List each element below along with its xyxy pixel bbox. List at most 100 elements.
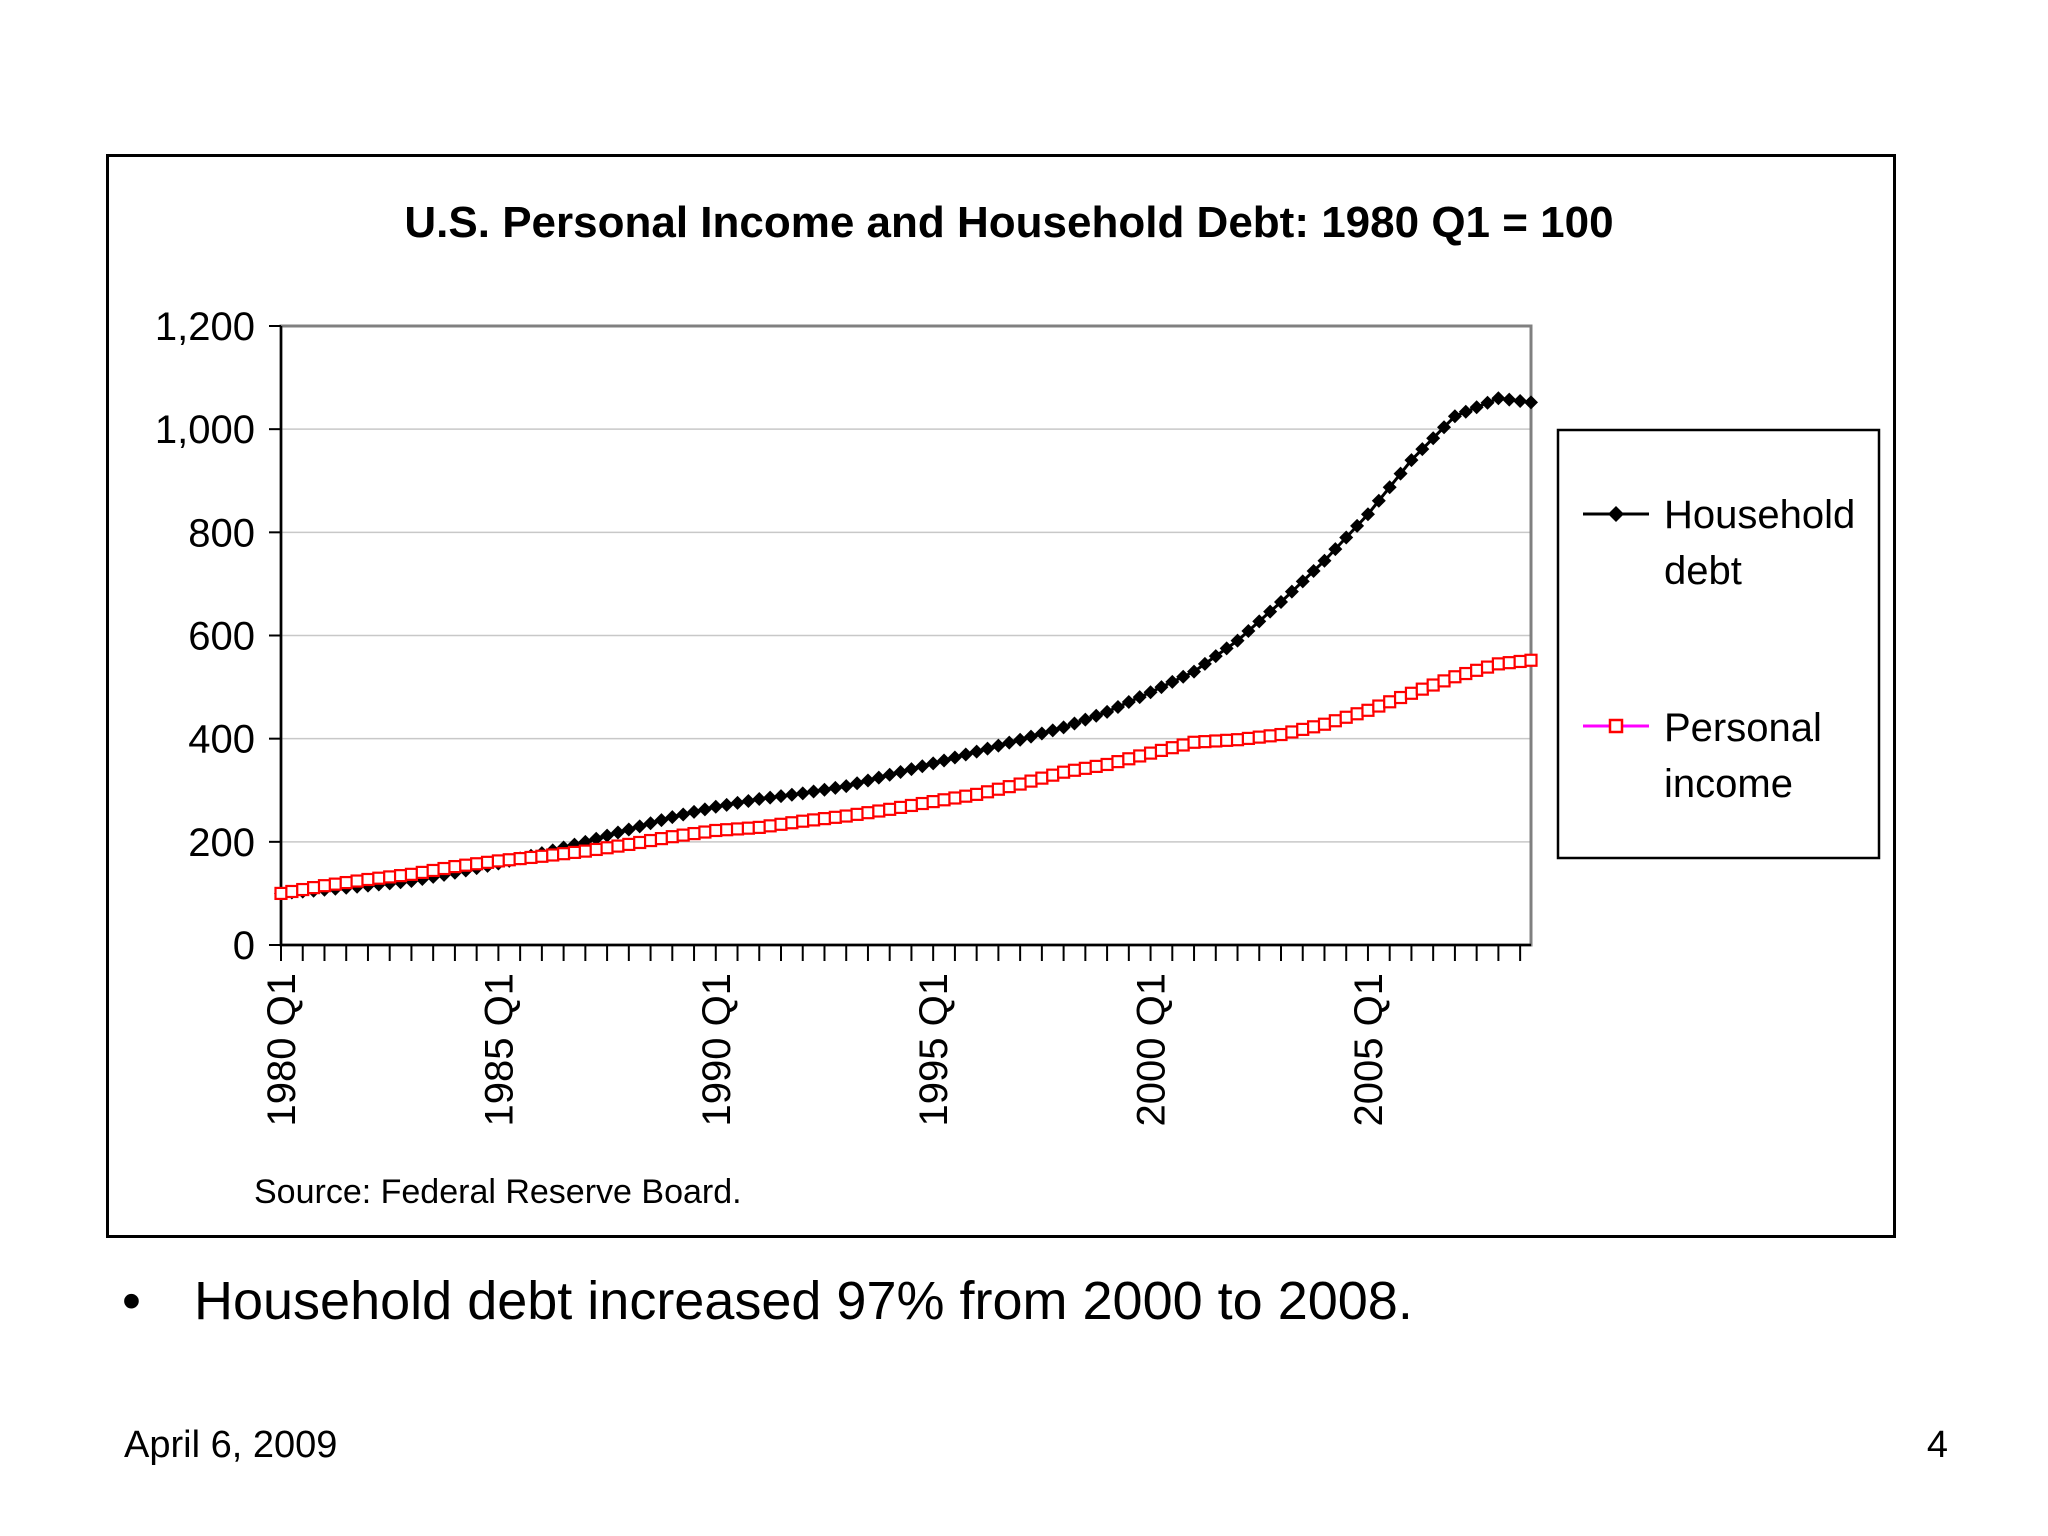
data-point	[969, 744, 984, 759]
data-point	[654, 813, 669, 828]
data-point	[991, 782, 1005, 796]
data-point	[1122, 752, 1136, 766]
data-point	[1252, 614, 1267, 629]
data-point	[970, 787, 984, 801]
x-tick-label: 2000 Q1	[1130, 973, 1174, 1126]
data-point	[752, 792, 767, 807]
data-point	[307, 881, 321, 895]
data-point	[1274, 594, 1288, 609]
data-point	[687, 804, 702, 819]
data-point	[926, 794, 940, 809]
data-point	[1089, 708, 1104, 723]
data-point	[698, 825, 712, 839]
legend-label-household-debt: Household debt	[1664, 493, 1866, 593]
x-tick-label: 2005 Q1	[1347, 973, 1391, 1126]
data-point	[578, 844, 592, 858]
data-point	[1220, 733, 1234, 747]
data-point	[1426, 678, 1440, 692]
data-point	[1263, 604, 1278, 619]
data-point	[1285, 725, 1299, 739]
data-point	[491, 854, 505, 868]
data-point	[763, 790, 778, 805]
data-point	[1046, 768, 1060, 782]
data-point	[459, 858, 473, 872]
data-point	[1143, 746, 1158, 760]
data-point	[1274, 727, 1288, 742]
data-point	[1078, 761, 1092, 775]
data-point	[1284, 584, 1299, 599]
series-household-debt	[274, 391, 1538, 901]
data-point	[1480, 395, 1495, 410]
legend: Household debt Personal income	[1556, 428, 1881, 860]
data-point	[480, 855, 495, 869]
data-point	[1002, 780, 1016, 794]
data-point	[861, 806, 875, 820]
y-tick-label: 1,200	[155, 305, 255, 349]
data-point	[1121, 695, 1136, 710]
data-point	[937, 753, 952, 768]
data-point	[785, 816, 799, 830]
data-point	[1187, 735, 1201, 749]
data-point	[1100, 757, 1114, 772]
data-point	[752, 820, 766, 834]
data-point	[1470, 663, 1484, 677]
data-point	[1393, 690, 1408, 705]
data-point	[437, 861, 451, 876]
data-point	[600, 841, 614, 855]
data-point	[828, 780, 843, 795]
data-point	[1372, 699, 1386, 713]
data-point	[850, 807, 864, 821]
data-point	[1404, 686, 1419, 700]
y-tick-label: 800	[188, 511, 255, 555]
data-point	[665, 830, 679, 844]
data-point	[1415, 442, 1430, 457]
page-number: 4	[1926, 1424, 1948, 1466]
data-point	[600, 828, 615, 843]
data-point	[546, 848, 560, 862]
data-point	[1383, 695, 1397, 709]
data-point	[839, 809, 853, 823]
data-point	[904, 762, 919, 777]
data-point	[339, 875, 353, 890]
data-point	[524, 850, 538, 865]
legend-marker-personal-income	[1608, 718, 1624, 734]
data-point	[1307, 720, 1321, 734]
y-tick-label: 0	[233, 924, 255, 968]
data-point	[948, 791, 962, 805]
data-point	[643, 833, 658, 848]
data-point	[687, 826, 701, 841]
data-point	[1328, 542, 1343, 557]
data-point	[1241, 623, 1256, 638]
data-point	[502, 853, 516, 867]
data-point	[1197, 656, 1212, 671]
data-point	[285, 884, 299, 899]
data-point	[1524, 653, 1538, 667]
data-point	[871, 770, 886, 785]
data-point	[622, 837, 636, 852]
data-point	[567, 845, 582, 860]
data-point	[991, 738, 1006, 753]
data-point	[1002, 735, 1017, 750]
data-point	[730, 795, 745, 810]
data-point	[1317, 717, 1332, 731]
data-point	[426, 863, 440, 878]
data-point	[589, 842, 603, 857]
data-point	[470, 857, 484, 871]
y-tick-label: 200	[188, 821, 255, 865]
data-point	[1143, 685, 1158, 700]
data-point	[1360, 507, 1375, 522]
data-point	[1013, 732, 1028, 747]
data-point	[632, 819, 647, 834]
data-point	[904, 798, 919, 813]
data-point	[1165, 741, 1179, 755]
data-point	[1524, 395, 1538, 410]
y-tick-label: 400	[188, 718, 255, 762]
data-point	[361, 872, 375, 887]
data-point	[1350, 518, 1365, 533]
series-personal-income	[274, 653, 1538, 901]
data-point	[774, 789, 788, 804]
data-point	[1035, 771, 1049, 785]
data-point	[1056, 720, 1071, 735]
data-point	[654, 832, 669, 846]
data-point	[1371, 493, 1386, 508]
